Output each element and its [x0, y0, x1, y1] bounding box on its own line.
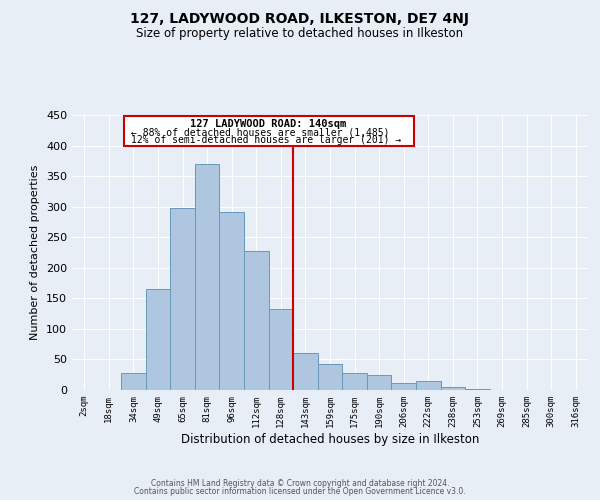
- Text: ← 88% of detached houses are smaller (1,485): ← 88% of detached houses are smaller (1,…: [131, 127, 389, 137]
- Bar: [465, 389, 490, 390]
- Bar: [440, 387, 465, 390]
- Bar: [416, 382, 440, 390]
- Text: Size of property relative to detached houses in Ilkeston: Size of property relative to detached ho…: [136, 28, 464, 40]
- Bar: [146, 289, 170, 390]
- Bar: [269, 308, 293, 390]
- Bar: [121, 373, 146, 390]
- Y-axis label: Number of detached properties: Number of detached properties: [31, 165, 40, 340]
- Bar: [293, 354, 318, 390]
- Bar: [367, 376, 391, 390]
- Text: 127, LADYWOOD ROAD, ILKESTON, DE7 4NJ: 127, LADYWOOD ROAD, ILKESTON, DE7 4NJ: [131, 12, 470, 26]
- Text: Contains public sector information licensed under the Open Government Licence v3: Contains public sector information licen…: [134, 487, 466, 496]
- Text: 12% of semi-detached houses are larger (201) →: 12% of semi-detached houses are larger (…: [131, 134, 401, 144]
- Text: 127 LADYWOOD ROAD: 140sqm: 127 LADYWOOD ROAD: 140sqm: [190, 120, 347, 130]
- Text: Contains HM Land Registry data © Crown copyright and database right 2024.: Contains HM Land Registry data © Crown c…: [151, 478, 449, 488]
- Bar: [170, 208, 195, 390]
- Bar: [195, 164, 220, 390]
- Bar: [244, 250, 269, 390]
- X-axis label: Distribution of detached houses by size in Ilkeston: Distribution of detached houses by size …: [181, 432, 479, 446]
- Bar: [220, 212, 244, 390]
- Bar: [318, 364, 342, 390]
- Bar: [342, 373, 367, 390]
- Bar: [124, 116, 413, 146]
- Bar: [391, 382, 416, 390]
